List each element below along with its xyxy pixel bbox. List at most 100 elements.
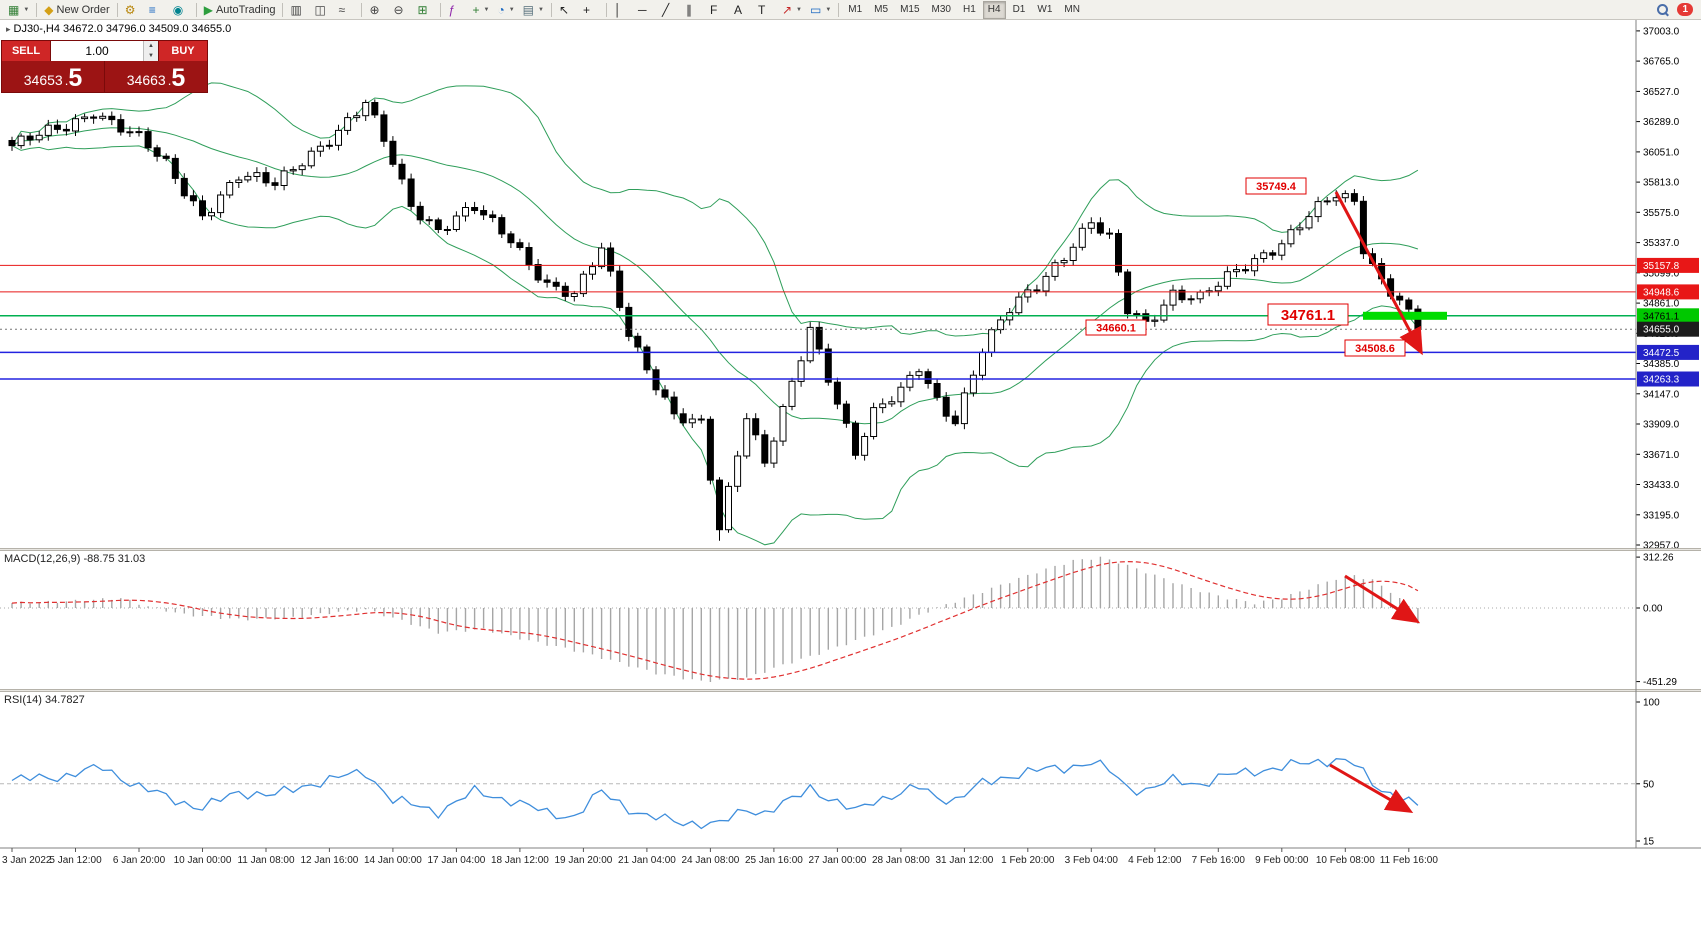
arrows-button[interactable]: ↗ ▼ xyxy=(778,0,806,20)
templates-button[interactable]: ▤ ▼ xyxy=(519,0,548,20)
lot-size-field[interactable]: 1.00 ▲ ▼ xyxy=(50,41,159,61)
sell-price-main: 34653 xyxy=(23,72,63,88)
svg-text:19 Jan 20:00: 19 Jan 20:00 xyxy=(554,855,612,866)
vertical-line-button[interactable]: │ xyxy=(610,0,634,20)
navigator-icon: ◉ xyxy=(172,2,184,17)
lot-increase-icon[interactable]: ▲ xyxy=(144,41,158,51)
crosshair-button[interactable]: + xyxy=(579,0,603,20)
price-annotation-box[interactable] xyxy=(1245,177,1307,195)
svg-text:34861.0: 34861.0 xyxy=(1643,299,1680,310)
svg-text:17 Jan 04:00: 17 Jan 04:00 xyxy=(427,855,485,866)
trend-arrow[interactable] xyxy=(1334,191,1423,356)
label-button[interactable]: T xyxy=(754,0,778,20)
timeframe-m5-button[interactable]: M5 xyxy=(874,4,889,15)
timeframe-d1-button[interactable]: D1 xyxy=(1012,4,1026,15)
bar-chart-button[interactable]: ▥ xyxy=(286,0,310,20)
price-annotation-box[interactable] xyxy=(1344,339,1406,357)
sell-price-sep: . xyxy=(64,73,69,88)
svg-text:10 Feb 08:00: 10 Feb 08:00 xyxy=(1316,855,1375,866)
timeframe-mn-button[interactable]: MN xyxy=(1064,4,1080,15)
trendline-icon: ╱ xyxy=(661,2,670,17)
chevron-down-icon: ▼ xyxy=(538,6,544,13)
price-axis[interactable]: 32957.0 33195.0 33433.0 33671.0 33909.0 34147… xyxy=(1636,26,1699,552)
highlight-level-bar[interactable] xyxy=(1363,311,1447,320)
horizontal-line-icon: ─ xyxy=(637,2,647,17)
shapes-button[interactable]: ▭ ▼ xyxy=(806,0,835,20)
trend-arrow[interactable] xyxy=(1344,574,1421,624)
text-button[interactable]: A xyxy=(730,0,754,20)
trendline-button[interactable]: ╱ xyxy=(658,0,682,20)
trend-arrow[interactable] xyxy=(1329,763,1414,813)
search-icon[interactable] xyxy=(1657,3,1669,16)
svg-text:5 Jan 12:00: 5 Jan 12:00 xyxy=(49,855,102,866)
add-indicator-button[interactable]: + ▼ xyxy=(468,0,493,20)
timeframe-m1-button[interactable]: M1 xyxy=(848,4,863,15)
price-annotation-box[interactable] xyxy=(1267,303,1349,326)
periods-button[interactable]: ◔ ▼ xyxy=(493,0,518,20)
timeframe-m15-button[interactable]: M15 xyxy=(900,4,920,15)
new-chart-button[interactable]: ▦ ▼ xyxy=(4,0,33,20)
timeframe-h1-button[interactable]: H1 xyxy=(962,4,976,15)
svg-text:35575.0: 35575.0 xyxy=(1643,208,1680,219)
sell-price[interactable]: 34653. 5 xyxy=(2,61,104,92)
macd-indicator: 312.26 0.00 -451.29 xyxy=(0,553,1677,688)
periods-icon: ◔ xyxy=(497,2,505,17)
price-divider xyxy=(104,61,105,92)
timeframe-w1-button[interactable]: W1 xyxy=(1037,4,1053,15)
symbol-marker-icon: ▸ xyxy=(6,24,11,34)
buy-button[interactable]: BUY xyxy=(159,41,207,61)
svg-text:27 Jan 00:00: 27 Jan 00:00 xyxy=(808,855,866,866)
timeframe-h4-button[interactable]: H4 xyxy=(982,0,1006,19)
toolbar-separator xyxy=(605,2,607,17)
rsi-label: RSI(14) 34.7827 xyxy=(4,694,85,706)
svg-text:11 Feb 16:00: 11 Feb 16:00 xyxy=(1380,855,1439,866)
buy-price-main: 34663 xyxy=(126,72,166,88)
svg-text:35157.8: 35157.8 xyxy=(1643,261,1680,272)
chevron-down-icon: ▼ xyxy=(796,6,802,13)
svg-text:34761.1: 34761.1 xyxy=(1643,311,1680,322)
toolbar-separator xyxy=(361,2,363,17)
line-chart-button[interactable]: ≈ xyxy=(334,0,358,20)
autotrading-button[interactable]: ▶ AutoTrading xyxy=(200,0,280,20)
candlestick-chart-icon: ◫ xyxy=(314,2,326,17)
chart-canvas[interactable]: 32957.0 33195.0 33433.0 33671.0 33909.0 34147… xyxy=(0,20,1701,942)
notification-badge[interactable]: 1 xyxy=(1677,3,1693,16)
toolbar-separator xyxy=(116,2,118,17)
tile-windows-button[interactable]: ⊞ xyxy=(413,0,437,20)
tile-windows-icon: ⊞ xyxy=(417,2,428,17)
toolbar-separator xyxy=(195,2,197,17)
zoom-out-button[interactable]: ⊖ xyxy=(389,0,413,20)
cursor-button[interactable]: ↖ xyxy=(555,0,579,20)
text-icon: A xyxy=(733,2,742,17)
lot-decrease-icon[interactable]: ▼ xyxy=(144,51,158,61)
chevron-down-icon: ▼ xyxy=(483,6,490,13)
zoom-in-icon: ⊕ xyxy=(369,2,380,17)
svg-text:100: 100 xyxy=(1643,698,1660,709)
new-order-button[interactable]: ◆ New Order xyxy=(40,0,113,20)
svg-text:34761.1: 34761.1 xyxy=(1281,307,1335,324)
lot-stepper[interactable]: ▲ ▼ xyxy=(143,41,158,61)
price-annotation-box[interactable] xyxy=(1085,319,1147,336)
toolbar-separator xyxy=(282,2,284,17)
new-order-icon: ◆ xyxy=(44,2,54,17)
zoom-in-button[interactable]: ⊕ xyxy=(365,0,389,20)
market-watch-icon: ≡ xyxy=(148,2,156,17)
buy-price[interactable]: 34663. 5 xyxy=(105,61,207,92)
timeframe-m30-button[interactable]: M30 xyxy=(931,4,951,15)
market-watch-button[interactable]: ≡ xyxy=(145,0,169,20)
sell-button[interactable]: SELL xyxy=(2,41,50,61)
fibonacci-button[interactable]: F xyxy=(706,0,730,20)
rsi-indicator: 100 50 15 xyxy=(0,698,1660,848)
candlestick-chart-button[interactable]: ◫ xyxy=(310,0,334,20)
metaeditor-icon: ⚙ xyxy=(124,2,136,17)
channel-button[interactable]: ∥ xyxy=(682,0,706,20)
svg-text:21 Jan 04:00: 21 Jan 04:00 xyxy=(618,855,676,866)
svg-text:11 Jan 08:00: 11 Jan 08:00 xyxy=(237,855,295,866)
metaeditor-button[interactable]: ⚙ xyxy=(121,0,145,20)
navigator-button[interactable]: ◉ xyxy=(169,0,193,20)
toolbar-separator xyxy=(440,2,442,17)
indicators-button[interactable]: ƒ xyxy=(444,0,468,20)
horizontal-line-button[interactable]: ─ xyxy=(634,0,658,20)
svg-text:9 Feb 00:00: 9 Feb 00:00 xyxy=(1255,855,1309,866)
